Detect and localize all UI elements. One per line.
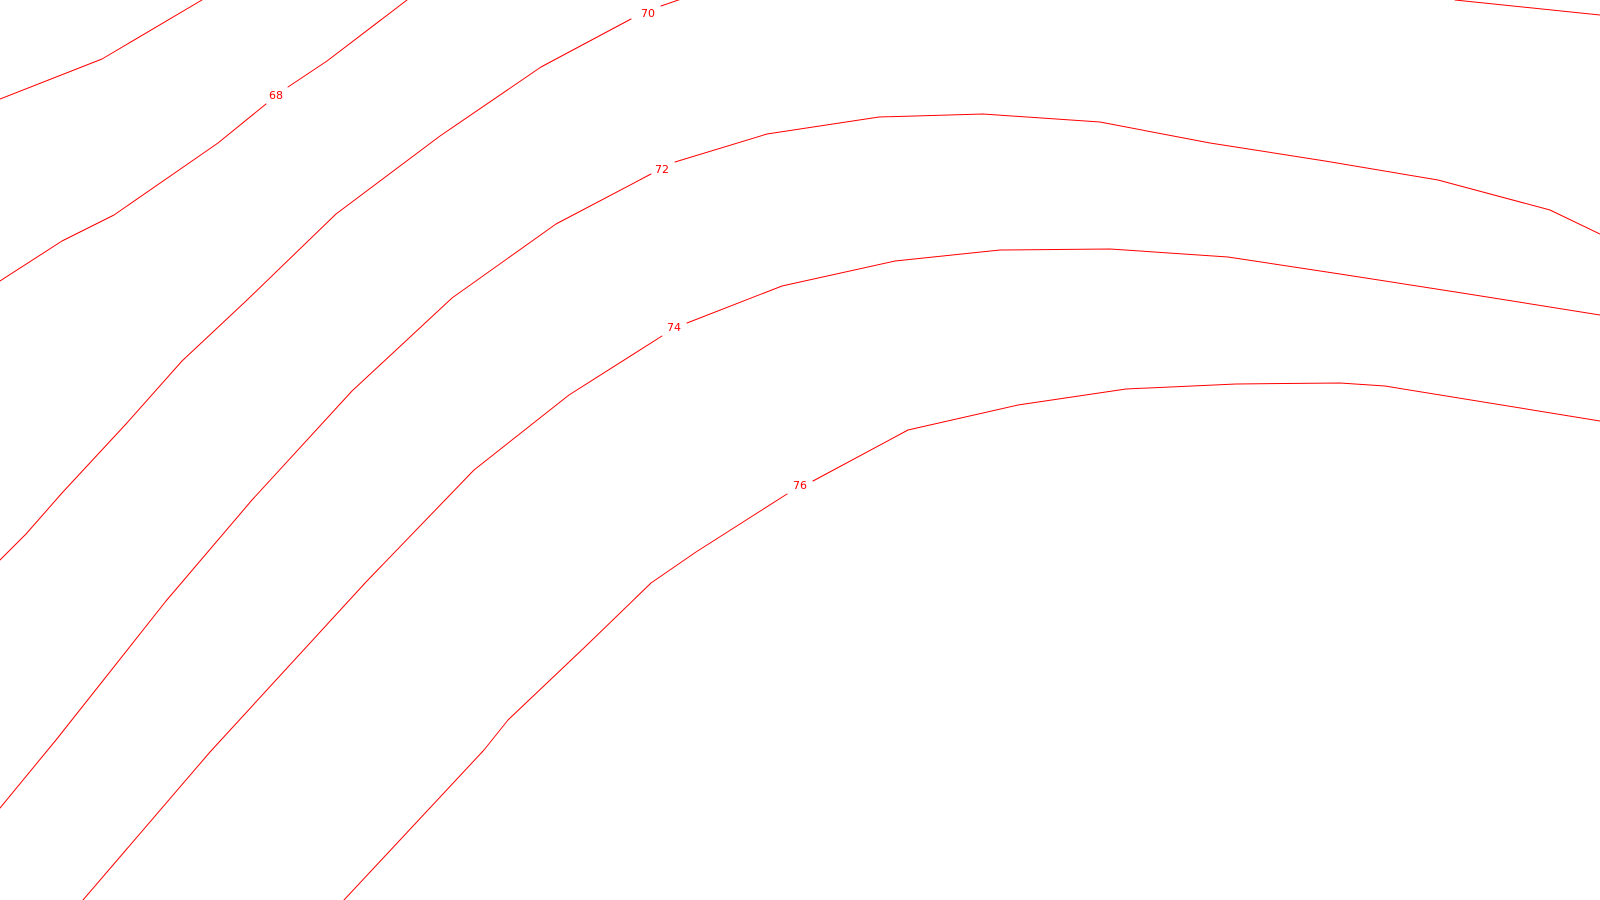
contour-unlabeled-left: 70 — [0, 0, 680, 561]
contour-line-72 — [0, 113, 1600, 809]
contour-68-main: 68 — [0, 0, 408, 282]
contour-label-74: 74 — [667, 321, 681, 334]
contour-68 — [0, 0, 203, 100]
contour-74: 74 — [82, 248, 1600, 900]
contour-76: 76 — [343, 382, 1600, 900]
contour-line-76 — [343, 382, 1600, 900]
contour-line-68 — [0, 0, 203, 100]
contour-line-unlabeled-right — [1454, 0, 1600, 16]
contour-label-68: 68 — [269, 89, 283, 102]
contour-line-74 — [82, 248, 1600, 900]
contour-unlabeled-right — [1454, 0, 1600, 16]
contour-label-72: 72 — [655, 163, 669, 176]
contour-label-70: 70 — [641, 7, 655, 20]
contour-line-68-main — [0, 0, 408, 282]
contour-label-76: 76 — [793, 479, 807, 492]
contour-line-unlabeled-left — [0, 0, 680, 561]
contour-72: 72 — [0, 113, 1600, 809]
